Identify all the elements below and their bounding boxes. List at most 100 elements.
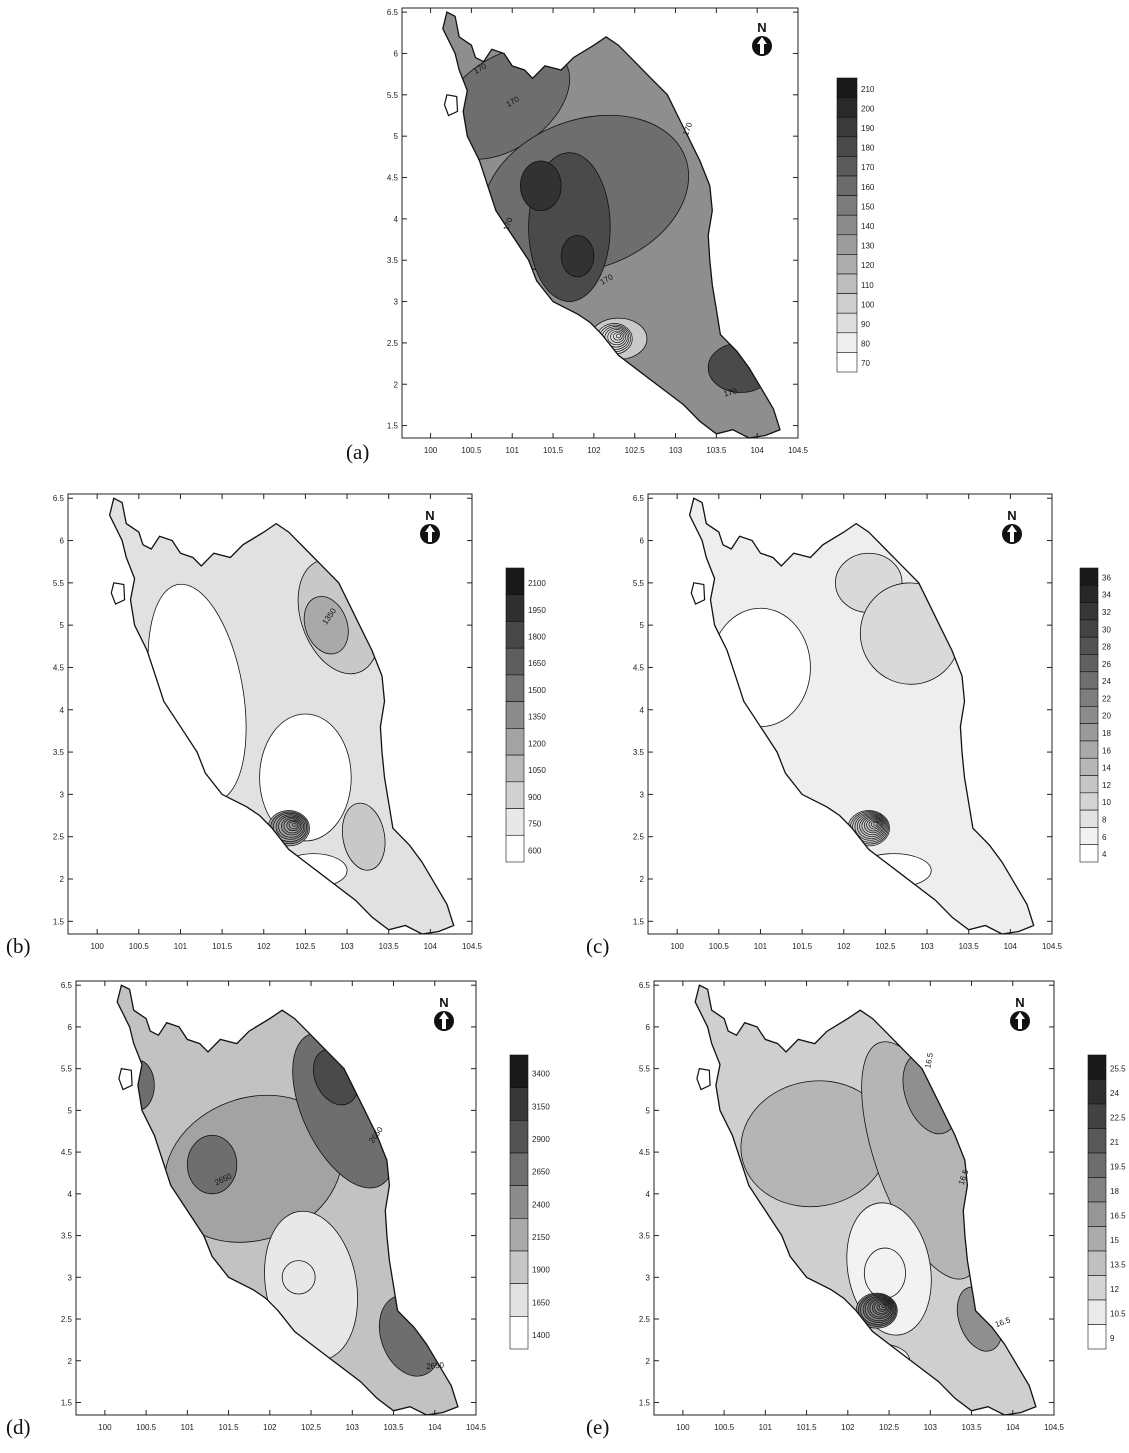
legend-colorbar: 210 200 190 180 170 160 150 140 130 120 110 100 90 80… — [836, 77, 875, 373]
legend-label: 15 — [1110, 1236, 1119, 1245]
legend-swatch — [509, 1218, 529, 1252]
contour-zone — [259, 713, 352, 842]
legend-colorbar: 3400 3150 2900 2650 2400 2150 1900 1650 1400 — [509, 1054, 550, 1350]
x-tick-label: 101.5 — [219, 1423, 240, 1432]
legend-swatch — [509, 1152, 529, 1186]
legend-label: 130 — [861, 242, 875, 251]
x-tick-label: 102.5 — [295, 942, 316, 951]
legend-label: 1500 — [528, 686, 546, 695]
contour-zone — [560, 235, 595, 278]
y-tick-label: 6.5 — [633, 494, 645, 503]
legend-swatch — [1087, 1054, 1107, 1080]
contour-zone — [303, 596, 349, 655]
x-tick-label: 103 — [920, 942, 934, 951]
x-tick-label: 104 — [750, 446, 764, 455]
legend-label: 22 — [1102, 694, 1111, 703]
legend-swatch — [836, 312, 858, 334]
y-tick-label: 2 — [68, 1357, 73, 1366]
legend-label: 110 — [861, 281, 874, 290]
legend-swatch — [836, 77, 858, 98]
legend-swatch — [505, 701, 525, 729]
legend-swatch — [1087, 1177, 1107, 1203]
y-tick-label: 3.5 — [61, 1232, 73, 1241]
legend-label: 24 — [1102, 677, 1111, 686]
legend-label: 1200 — [528, 739, 546, 748]
legend-label: 20 — [1102, 712, 1111, 721]
coastline — [442, 11, 781, 439]
legend-label: 25.5 — [1110, 1065, 1126, 1074]
legend-label: 6 — [1102, 833, 1107, 842]
legend-swatch — [505, 621, 525, 649]
legend-swatch — [1087, 1079, 1107, 1105]
x-tick-label: 101.5 — [797, 1423, 818, 1432]
legend-label: 19.5 — [1110, 1163, 1126, 1172]
y-tick-label: 4 — [646, 1190, 651, 1199]
legend-swatch — [836, 116, 858, 138]
y-tick-label: 5 — [394, 132, 399, 141]
x-tick-label: 104.5 — [788, 446, 809, 455]
legend-swatch — [836, 332, 858, 353]
legend-label: 1050 — [528, 766, 546, 775]
y-tick-label: 1.5 — [633, 917, 645, 926]
legend-colorbar: 25.5 24 22.5 21 19.5 18 16.5 15 13.5 12 10.5 9 — [1087, 1054, 1126, 1350]
legend-swatch — [836, 195, 858, 216]
x-tick-label: 102.5 — [301, 1423, 322, 1432]
legend-swatch — [1079, 602, 1099, 621]
island — [110, 582, 126, 605]
x-tick-label: 101 — [181, 1423, 195, 1432]
x-tick-label: 104.5 — [462, 942, 483, 951]
y-tick-label: 4 — [68, 1190, 73, 1199]
legend-label: 1800 — [528, 632, 546, 641]
north-arrow-icon: N — [1010, 995, 1030, 1031]
legend-swatch — [1079, 827, 1099, 846]
y-tick-label: 6.5 — [639, 981, 651, 990]
legend-label: 36 — [1102, 573, 1111, 582]
x-tick-label: 102.5 — [625, 446, 646, 455]
x-tick-label: 100.5 — [709, 942, 730, 951]
legend-swatch — [1079, 844, 1099, 863]
x-tick-label: 101 — [174, 942, 188, 951]
island — [118, 1067, 133, 1091]
x-tick-label: 100 — [670, 942, 684, 951]
legend-label: 750 — [528, 820, 542, 829]
y-tick-label: 1.5 — [639, 1398, 651, 1407]
contour-label: 2650 — [426, 1361, 445, 1372]
y-tick-label: 3 — [640, 790, 645, 799]
legend-swatch — [836, 156, 858, 177]
contour-label: 16.5 — [923, 1052, 935, 1069]
x-tick-label: 102 — [837, 942, 851, 951]
legend-swatch — [509, 1054, 529, 1088]
y-tick-label: 6 — [394, 49, 399, 58]
y-tick-label: 1.5 — [53, 917, 65, 926]
x-tick-label: 102 — [263, 1423, 277, 1432]
contour-zone — [186, 1135, 238, 1195]
contour-zone — [341, 802, 386, 871]
legend-label: 30 — [1102, 625, 1111, 634]
legend-label: 3150 — [532, 1102, 550, 1111]
x-tick-label: 103 — [340, 942, 354, 951]
legend-label: 12 — [1102, 781, 1111, 790]
x-tick-label: 102.5 — [879, 1423, 900, 1432]
x-tick-label: 100.5 — [129, 942, 150, 951]
x-tick-label: 101 — [759, 1423, 773, 1432]
x-tick-label: 104.5 — [1042, 942, 1063, 951]
legend-swatch — [1079, 757, 1099, 776]
contour-label: 170 — [502, 216, 515, 232]
island — [696, 1067, 711, 1091]
legend-label: 10 — [1102, 798, 1111, 807]
x-tick-label: 104 — [1004, 942, 1018, 951]
y-tick-label: 1.5 — [61, 1398, 73, 1407]
legend-swatch — [836, 97, 858, 118]
panel-label-b: (b) — [6, 934, 31, 958]
coastline — [108, 497, 455, 935]
legend-swatch — [509, 1120, 529, 1154]
x-tick-label: 104 — [1006, 1423, 1020, 1432]
panel-label-c: (c) — [586, 934, 610, 958]
legend-swatch — [836, 175, 858, 196]
map-c-svg: 100 100.5 101 101.5 102 102.5 103 103.5 104 104.5… — [633, 493, 1111, 951]
legend-label: 1950 — [528, 606, 546, 615]
y-tick-label: 2.5 — [53, 833, 65, 842]
y-tick-label: 3.5 — [633, 748, 645, 757]
